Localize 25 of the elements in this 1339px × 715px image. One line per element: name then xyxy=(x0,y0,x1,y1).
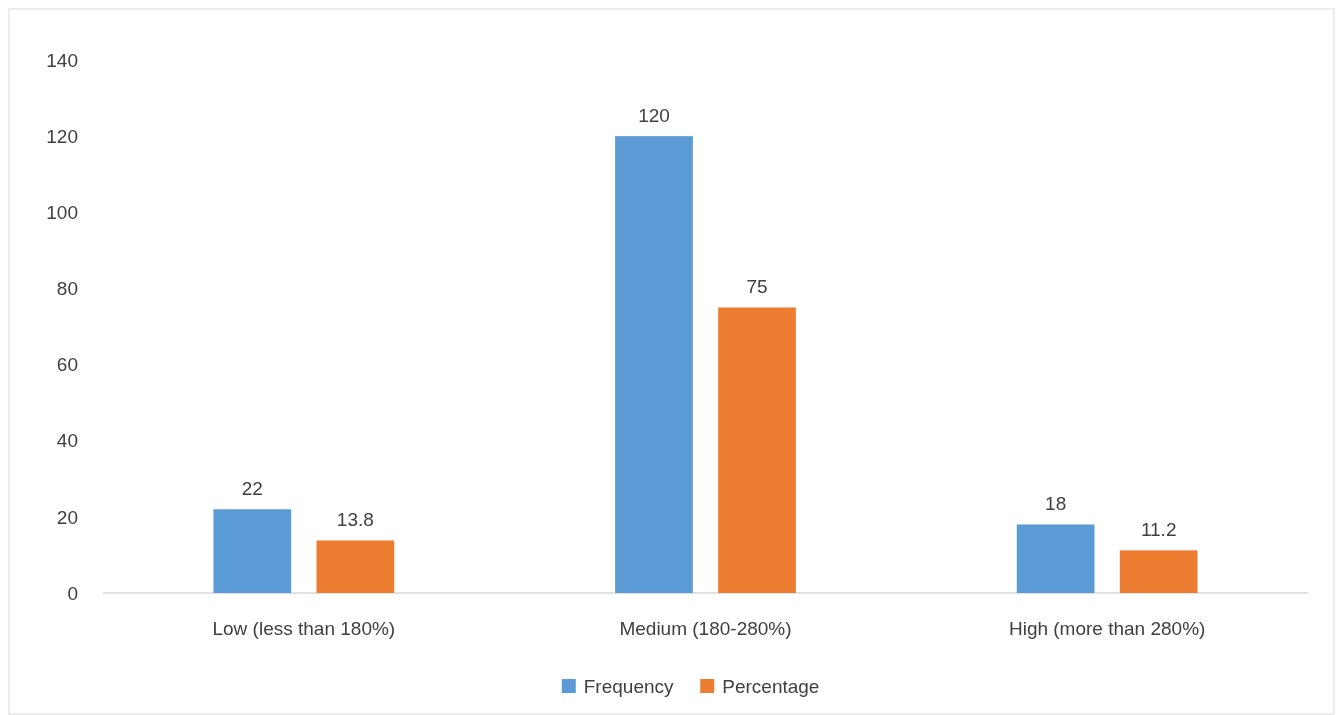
y-tick-label: 0 xyxy=(67,582,78,604)
x-tick-label: Medium (180-280%) xyxy=(619,618,792,639)
bar xyxy=(1016,524,1095,593)
y-tick-label: 100 xyxy=(46,201,78,223)
bar xyxy=(316,540,395,593)
y-tick-label: 80 xyxy=(56,278,78,300)
bar xyxy=(615,136,693,593)
data-label: 22 xyxy=(241,478,263,500)
data-label: 75 xyxy=(746,276,768,298)
x-tick-label: High (more than 280%) xyxy=(1008,618,1206,639)
data-label: 120 xyxy=(638,105,670,127)
legend-label: Percentage xyxy=(722,675,820,697)
bar xyxy=(718,307,796,593)
legend-label: Frequency xyxy=(583,675,675,697)
y-tick-label: 40 xyxy=(56,430,78,452)
bar xyxy=(1119,550,1198,593)
x-tick-label: Low (less than 180%) xyxy=(212,618,396,639)
y-tick-label: 120 xyxy=(46,125,78,147)
data-label: 13.8 xyxy=(336,509,374,531)
data-label: 11.2 xyxy=(1140,519,1177,541)
y-tick-label: 60 xyxy=(56,354,78,376)
y-tick-label: 140 xyxy=(46,49,78,71)
data-label: 18 xyxy=(1045,493,1067,515)
y-tick-label: 20 xyxy=(56,506,78,528)
bar xyxy=(213,509,292,593)
